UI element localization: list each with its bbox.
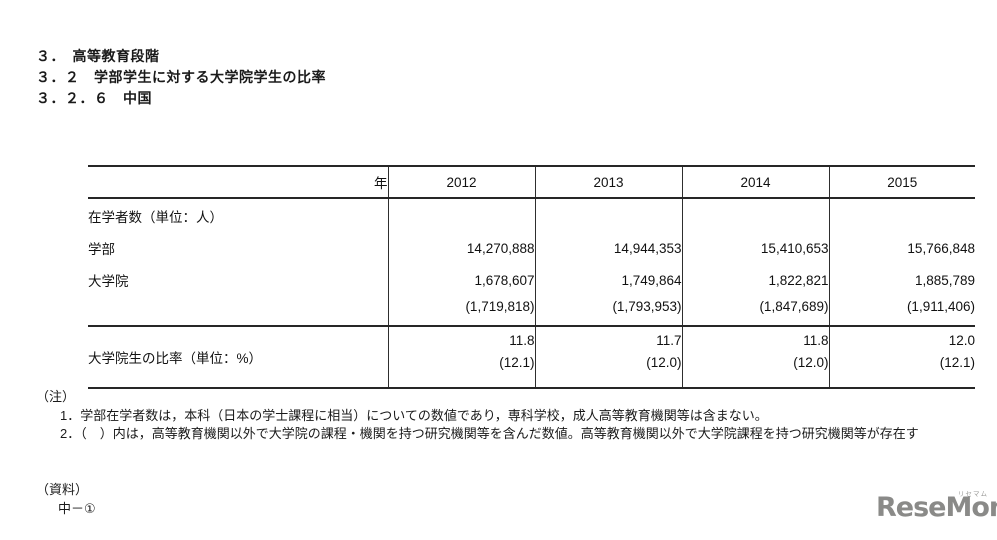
heading-level-2: ３．２ 学部学生に対する大学院学生の比率 (36, 69, 326, 85)
undergraduate-row: 学部 14,270,888 14,944,353 15,410,653 15,7… (88, 233, 975, 263)
source-value: 中－① (58, 501, 96, 516)
graduate-paren-row: (1,719,818) (1,793,953) (1,847,689) (1,9… (88, 297, 975, 327)
ratio-paren-row: (12.1) (12.0) (12.0) (12.1) (88, 353, 975, 388)
empty-cell (88, 297, 389, 327)
statistics-table-container: 年 2012 2013 2014 2015 在学者数（単位：人） 学部 14,2… (88, 165, 975, 389)
ratio-2015: 12.0 (948, 332, 975, 348)
source-section: （資料） 中－① (36, 480, 96, 518)
ratio-2013: 11.7 (535, 326, 683, 353)
year-column-2013: 2013 (535, 166, 683, 199)
undergraduate-2015: 15,766,848 (907, 240, 975, 256)
empty-cell (388, 198, 536, 233)
logo-ruby-text: リセマム (958, 491, 988, 498)
enrollment-section-label: 在学者数（単位：人） (88, 198, 389, 233)
empty-cell (682, 198, 830, 233)
ratio-paren-2014: (12.0) (682, 353, 830, 388)
resemom-logo: リセマム ReseMom. (876, 491, 997, 528)
graduate-2014: 1,822,821 (682, 263, 830, 297)
ratio-2012: 11.8 (388, 326, 536, 353)
heading-level-1: ３． 高等教育段階 (36, 48, 160, 64)
year-column-2015: 2015 (829, 166, 975, 199)
graduate-label: 大学院 (88, 263, 389, 297)
table-header-row: 年 2012 2013 2014 2015 (88, 166, 975, 199)
ratio-row: 大学院生の比率（単位：%） 11.8 11.7 11.8 12.0 (88, 326, 975, 388)
heading-level-3: ３．２．６ 中国 (36, 90, 152, 106)
ratio-2014: 11.8 (682, 326, 830, 353)
enrollment-section-row: 在学者数（単位：人） (88, 198, 975, 233)
source-title: （資料） (36, 482, 89, 497)
graduate-2013: 1,749,864 (535, 263, 683, 297)
year-column-2014: 2014 (682, 166, 830, 199)
year-header-cell: 年 (88, 166, 389, 199)
section-headings: ３． 高等教育段階 ３．２ 学部学生に対する大学院学生の比率 ３．２．６ 中国 (36, 46, 326, 109)
ratio-paren-2012: (12.1) (388, 353, 536, 388)
undergraduate-2014: 15,410,653 (682, 233, 830, 263)
undergraduate-2013: 14,944,353 (535, 233, 683, 263)
undergraduate-2012: 14,270,888 (388, 233, 536, 263)
undergraduate-label: 学部 (88, 233, 389, 263)
logo-wordmark: ReseMom. (876, 492, 997, 523)
note-item-1: 1．学部在学者数は，本科（日本の学士課程に相当）についての数値であり，専科学校，… (60, 407, 768, 423)
notes-title: （注） (36, 389, 76, 404)
graduate-2015: 1,885,789 (914, 272, 975, 288)
graduate-paren-2012: (1,719,818) (388, 297, 536, 327)
graduate-2012: 1,678,607 (388, 263, 536, 297)
graduate-row: 大学院 1,678,607 1,749,864 1,822,821 1,885,… (88, 263, 975, 297)
note-item-2: 2．（ ）内は，高等教育機関以外で大学院の課程・機関を持つ研究機関等を含んだ数値… (60, 426, 919, 441)
empty-cell (535, 198, 683, 233)
notes-section: （注） 1．学部在学者数は，本科（日本の学士課程に相当）についての数値であり，専… (36, 388, 997, 444)
ratio-paren-2013: (12.0) (535, 353, 683, 388)
graduate-paren-2014: (1,847,689) (682, 297, 830, 327)
ratio-paren-2015: (12.1) (939, 355, 975, 370)
graduate-paren-2013: (1,793,953) (535, 297, 683, 327)
statistics-table: 年 2012 2013 2014 2015 在学者数（単位：人） 学部 14,2… (88, 165, 975, 389)
graduate-paren-2015: (1,911,406) (829, 297, 975, 327)
ratio-label: 大学院生の比率（単位：%） (88, 326, 389, 388)
year-column-2012: 2012 (388, 166, 536, 199)
empty-cell (829, 198, 975, 233)
